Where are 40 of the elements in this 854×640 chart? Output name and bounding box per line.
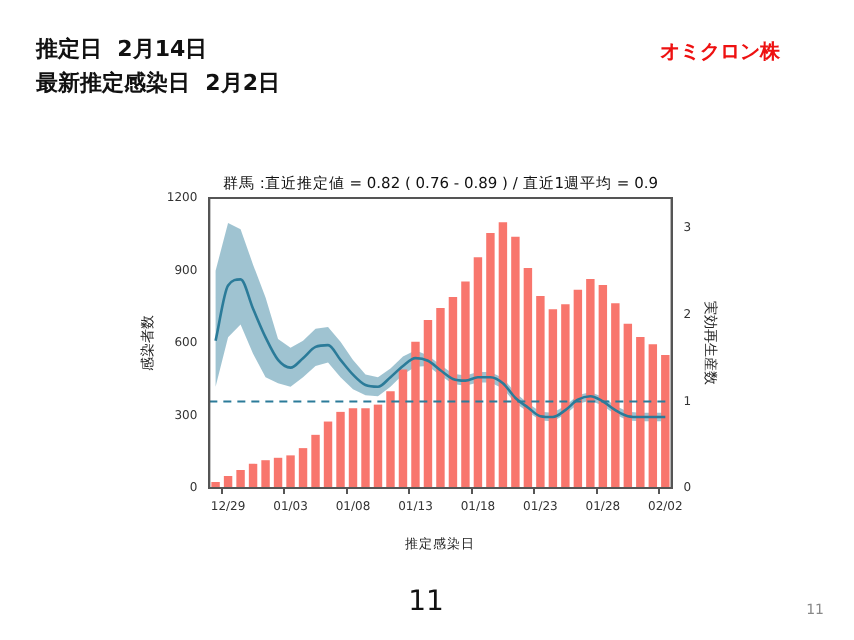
bar <box>248 463 258 488</box>
bar <box>348 408 358 488</box>
bar <box>498 222 508 488</box>
bar <box>598 285 608 488</box>
bar <box>561 304 570 488</box>
bar <box>336 411 345 488</box>
bar <box>286 455 295 488</box>
bar <box>448 297 458 488</box>
bar <box>373 404 383 488</box>
text: 最新推定感染日 2月2日 <box>34 70 280 96</box>
text: 推定日 2月14日 <box>34 36 208 62</box>
bar <box>361 408 370 488</box>
bar <box>386 391 395 488</box>
bar <box>586 278 595 488</box>
bar <box>548 309 558 488</box>
bar <box>473 257 483 488</box>
bar <box>511 236 520 488</box>
text: オミクロン株 <box>660 40 782 64</box>
bar <box>661 355 670 488</box>
bar <box>423 320 433 488</box>
bar <box>486 233 495 488</box>
bar <box>398 369 408 488</box>
bar <box>636 336 645 488</box>
bar <box>311 434 320 488</box>
bar <box>461 281 470 488</box>
line-series <box>214 278 667 419</box>
bar <box>623 323 633 488</box>
bar <box>573 289 583 488</box>
bar <box>611 303 620 488</box>
bar <box>236 469 245 488</box>
bar <box>536 295 545 488</box>
bar <box>411 341 420 488</box>
bar <box>648 344 658 488</box>
bar <box>298 448 308 488</box>
text: 11 <box>408 586 444 618</box>
bar <box>261 460 270 488</box>
bar <box>323 421 333 488</box>
bar <box>273 457 283 488</box>
bar <box>523 268 533 488</box>
bar <box>436 307 445 488</box>
